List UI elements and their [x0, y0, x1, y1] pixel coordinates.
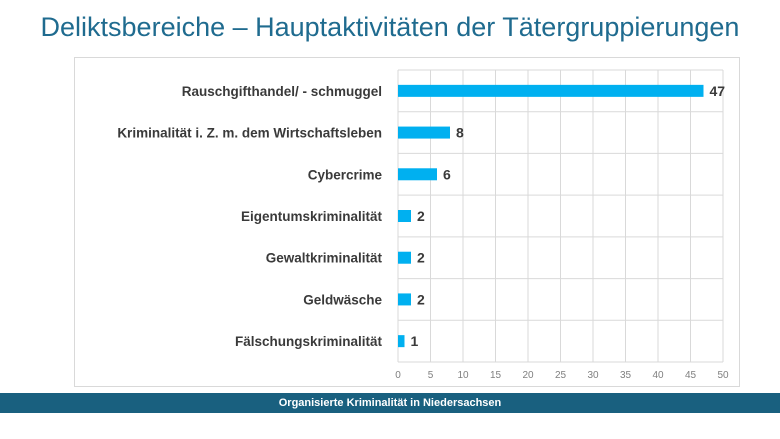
bar-value-label: 47 [710, 83, 726, 99]
bar-value-label: 2 [417, 250, 425, 266]
x-tick-label: 15 [490, 370, 502, 381]
footer-text: Organisierte Kriminalität in Niedersachs… [278, 397, 502, 409]
x-tick-label: 5 [428, 370, 434, 381]
chart-frame: 0 5 10 15 20 25 30 35 40 45 50 Rauschgifthandel/ - … [74, 57, 740, 387]
x-tick-label: 50 [717, 370, 729, 381]
bar [398, 84, 704, 97]
x-tick-label: 30 [587, 370, 599, 381]
bar-value-label: 2 [417, 291, 425, 307]
bar [398, 335, 405, 348]
bar [398, 251, 411, 264]
bar [398, 210, 411, 222]
category-label: Cybercrime [308, 167, 383, 182]
bar [398, 126, 450, 139]
x-tick-label: 20 [522, 370, 534, 381]
x-tick-label: 10 [457, 370, 469, 381]
category-label: Rauschgifthandel/ - schmuggel [182, 84, 382, 99]
bar-chart: 0 5 10 15 20 25 30 35 40 45 50 Rauschgifthandel/ - … [117, 69, 729, 381]
x-tick-label: 45 [685, 370, 697, 381]
bar [398, 293, 411, 306]
bar-value-label: 2 [417, 208, 425, 224]
x-tick-label: 25 [555, 370, 567, 381]
slide-title: Deliktsbereiche – Hauptaktivitäten der T… [40, 12, 740, 42]
bar-value-label: 8 [456, 125, 464, 141]
x-tick-label: 0 [395, 370, 401, 381]
category-label: Eigentumskriminalität [241, 209, 383, 224]
x-tick-label: 35 [620, 370, 632, 381]
bar [398, 168, 437, 181]
bar-value-label: 1 [411, 333, 419, 349]
category-label: Gewaltkriminalität [266, 251, 383, 266]
category-label: Kriminalität i. Z. m. dem Wirtschaftsleb… [117, 126, 382, 141]
category-label: Fälschungskriminalität [235, 334, 383, 349]
footer-bar: Organisierte Kriminalität in Niedersachs… [0, 393, 780, 413]
bar-value-label: 6 [443, 166, 451, 182]
category-label: Geldwäsche [303, 292, 382, 307]
x-tick-label: 40 [652, 370, 664, 381]
